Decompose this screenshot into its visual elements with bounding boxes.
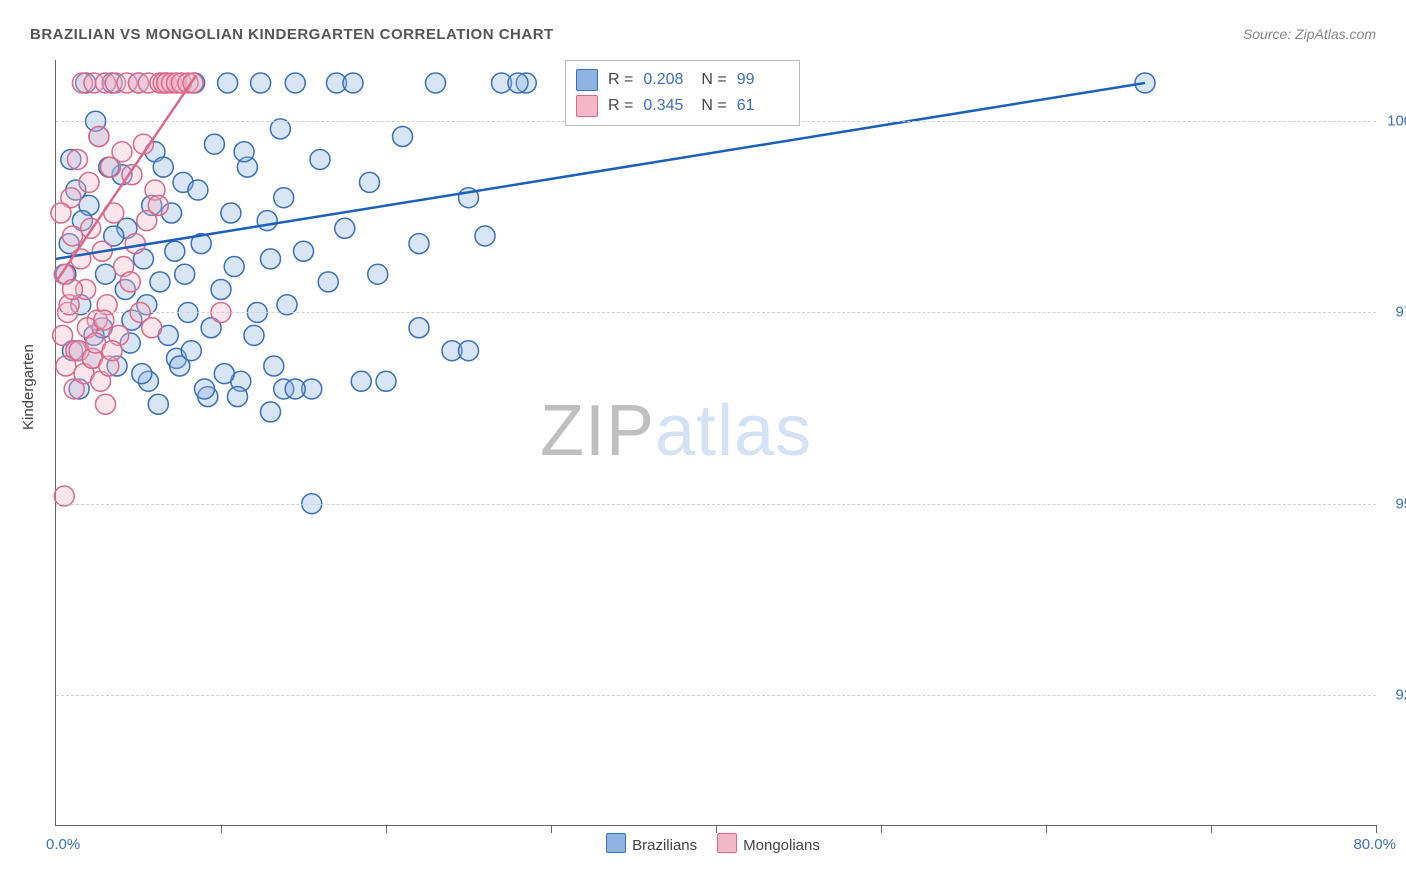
scatter-point bbox=[459, 341, 479, 361]
scatter-point bbox=[368, 264, 388, 284]
scatter-point bbox=[244, 325, 264, 345]
scatter-point bbox=[71, 249, 91, 269]
scatter-point bbox=[508, 73, 528, 93]
scatter-point bbox=[376, 371, 396, 391]
x-tick bbox=[1046, 825, 1047, 833]
scatter-point bbox=[96, 394, 116, 414]
scatter-point bbox=[285, 379, 305, 399]
x-tick bbox=[881, 825, 882, 833]
scatter-point bbox=[125, 234, 145, 254]
scatter-point bbox=[393, 127, 413, 147]
scatter-point bbox=[343, 73, 363, 93]
stats-box: R = 0.208 N = 99 R = 0.345 N = 61 bbox=[565, 60, 800, 126]
scatter-point bbox=[475, 226, 495, 246]
stats-n-value: 99 bbox=[737, 67, 785, 93]
x-tick bbox=[716, 825, 717, 833]
source-label: Source: ZipAtlas.com bbox=[1243, 26, 1376, 42]
scatter-point bbox=[285, 73, 305, 93]
y-axis-label: Kindergarten bbox=[20, 344, 37, 430]
scatter-point bbox=[142, 318, 162, 338]
scatter-point bbox=[426, 73, 446, 93]
plot-area: 0.0% 80.0% 92.5%95.0%97.5%100.0% bbox=[55, 60, 1376, 826]
scatter-point bbox=[264, 356, 284, 376]
scatter-point bbox=[214, 364, 234, 384]
scatter-point bbox=[257, 211, 277, 231]
bottom-legend: Brazilians Mongolians bbox=[0, 833, 1406, 854]
scatter-point bbox=[204, 134, 224, 154]
stats-swatch bbox=[576, 69, 598, 91]
scatter-point bbox=[294, 241, 314, 261]
stats-n-value: 61 bbox=[737, 93, 785, 119]
scatter-point bbox=[150, 272, 170, 292]
scatter-point bbox=[360, 172, 380, 192]
scatter-point bbox=[195, 379, 215, 399]
scatter-point bbox=[351, 371, 371, 391]
scatter-point bbox=[234, 142, 254, 162]
legend-swatch bbox=[606, 833, 626, 853]
scatter-point bbox=[335, 218, 355, 238]
legend-swatch bbox=[717, 833, 737, 853]
gridline bbox=[56, 504, 1376, 505]
scatter-point bbox=[67, 149, 87, 169]
scatter-point bbox=[175, 264, 195, 284]
y-tick-label: 92.5% bbox=[1395, 686, 1406, 703]
scatter-point bbox=[148, 394, 168, 414]
scatter-point bbox=[148, 195, 168, 215]
gridline bbox=[56, 695, 1376, 696]
scatter-point bbox=[261, 402, 281, 422]
scatter-point bbox=[318, 272, 338, 292]
scatter-point bbox=[120, 272, 140, 292]
scatter-point bbox=[409, 234, 429, 254]
scatter-point bbox=[224, 257, 244, 277]
scatter-point bbox=[102, 341, 122, 361]
scatter-point bbox=[409, 318, 429, 338]
scatter-point bbox=[188, 180, 208, 200]
stats-row: R = 0.208 N = 99 bbox=[576, 67, 785, 93]
scatter-point bbox=[51, 203, 71, 223]
stats-row: R = 0.345 N = 61 bbox=[576, 93, 785, 119]
stats-r-value: 0.345 bbox=[643, 93, 691, 119]
scatter-point bbox=[211, 280, 231, 300]
x-tick bbox=[386, 825, 387, 833]
stats-n-label: N = bbox=[701, 93, 726, 119]
scatter-point bbox=[181, 341, 201, 361]
y-tick-label: 100.0% bbox=[1387, 113, 1406, 130]
scatter-point bbox=[310, 149, 330, 169]
scatter-svg bbox=[56, 60, 1376, 825]
stats-r-label: R = bbox=[608, 67, 633, 93]
x-tick bbox=[551, 825, 552, 833]
scatter-point bbox=[53, 325, 73, 345]
scatter-point bbox=[165, 241, 185, 261]
scatter-point bbox=[251, 73, 271, 93]
chart-title: BRAZILIAN VS MONGOLIAN KINDERGARTEN CORR… bbox=[30, 26, 554, 43]
scatter-point bbox=[63, 226, 83, 246]
scatter-point bbox=[221, 203, 241, 223]
scatter-point bbox=[218, 73, 238, 93]
legend-label: Brazilians bbox=[632, 837, 697, 854]
stats-r-label: R = bbox=[608, 93, 633, 119]
scatter-point bbox=[274, 188, 294, 208]
scatter-point bbox=[132, 364, 152, 384]
stats-n-label: N = bbox=[701, 67, 726, 93]
gridline bbox=[56, 312, 1376, 313]
scatter-point bbox=[89, 127, 109, 147]
x-tick bbox=[1211, 825, 1212, 833]
scatter-point bbox=[96, 264, 116, 284]
stats-r-value: 0.208 bbox=[643, 67, 691, 93]
scatter-point bbox=[261, 249, 281, 269]
scatter-point bbox=[112, 142, 132, 162]
scatter-point bbox=[79, 172, 99, 192]
x-tick bbox=[221, 825, 222, 833]
stats-swatch bbox=[576, 95, 598, 117]
legend-label: Mongolians bbox=[743, 837, 820, 854]
y-tick-label: 95.0% bbox=[1395, 495, 1406, 512]
scatter-point bbox=[153, 157, 173, 177]
scatter-point bbox=[228, 387, 248, 407]
y-tick-label: 97.5% bbox=[1395, 304, 1406, 321]
x-tick bbox=[1376, 825, 1377, 833]
scatter-point bbox=[63, 280, 83, 300]
